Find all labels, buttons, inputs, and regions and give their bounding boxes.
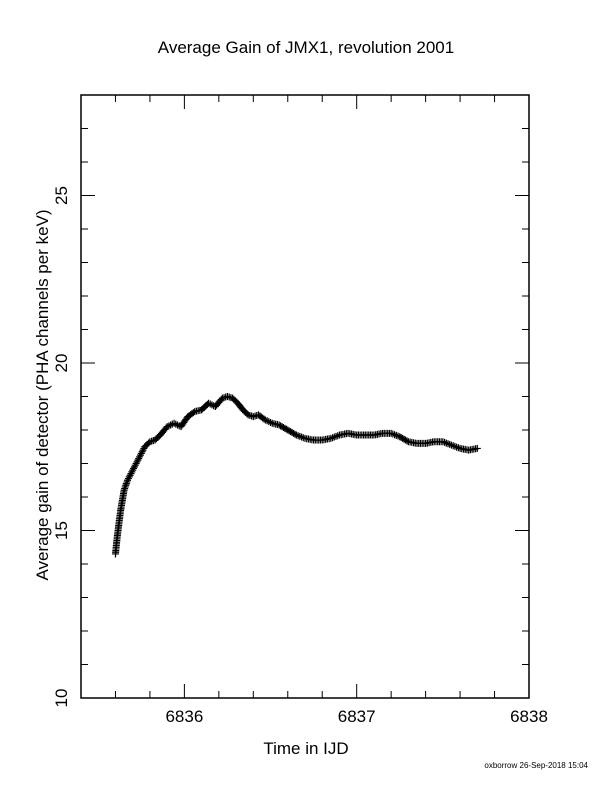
- data-point: [447, 441, 455, 449]
- data-point: [128, 468, 136, 476]
- data-point: [139, 446, 147, 454]
- x-tick-label: 6838: [510, 707, 548, 726]
- data-point: [473, 444, 481, 452]
- footer-credit: oxborrow 26-Sep-2018 15:04: [484, 761, 588, 770]
- data-point: [451, 442, 459, 450]
- data-point: [189, 409, 197, 417]
- x-axis-label: Time in IJD: [263, 739, 348, 758]
- data-point: [291, 430, 299, 438]
- axis-tick-labels: 6836 6837 6838 10 15 20 25: [52, 186, 548, 726]
- data-point: [389, 430, 397, 438]
- data-point: [136, 453, 144, 461]
- data-point: [444, 440, 452, 448]
- y-tick-label: 20: [52, 354, 71, 373]
- data-point: [327, 434, 335, 442]
- data-point: [172, 420, 180, 428]
- data-point: [299, 434, 307, 442]
- data-point: [267, 418, 275, 426]
- data-point: [165, 422, 173, 430]
- data-point: [387, 429, 395, 437]
- data-point: [126, 471, 134, 479]
- y-tick-label: 10: [52, 689, 71, 708]
- data-point: [442, 439, 450, 447]
- data-point: [124, 476, 132, 484]
- data-point: [205, 399, 213, 407]
- plot-frame: [80, 94, 530, 699]
- data-point: [261, 416, 269, 424]
- data-point: [391, 431, 399, 439]
- data-point: [133, 458, 141, 466]
- data-point: [403, 437, 411, 445]
- data-point: [134, 456, 142, 464]
- x-tick-label: 6836: [165, 707, 203, 726]
- data-point: [127, 470, 135, 478]
- data-point: [167, 421, 175, 429]
- data-point: [454, 444, 462, 452]
- data-point: [441, 438, 449, 446]
- x-tick-label: 6837: [338, 707, 376, 726]
- data-point: [298, 433, 306, 441]
- y-tick-label: 15: [52, 521, 71, 540]
- y-axis-label: Average gain of detector (PHA channels p…: [33, 209, 52, 580]
- data-point: [394, 432, 402, 440]
- data-point: [124, 475, 132, 483]
- data-point: [163, 423, 171, 431]
- data-point: [131, 461, 139, 469]
- axis-ticks: [80, 94, 530, 699]
- data-point: [132, 460, 140, 467]
- data-point: [130, 465, 138, 473]
- data-point: [330, 433, 338, 441]
- data-point: [296, 432, 304, 440]
- data-point: [292, 431, 300, 439]
- data-point: [138, 448, 146, 456]
- data-point: [137, 449, 145, 457]
- data-point: [449, 442, 457, 450]
- data-point: [265, 418, 273, 426]
- data-point: [263, 417, 271, 425]
- y-tick-label: 25: [52, 186, 71, 205]
- data-point: [332, 432, 340, 440]
- data-point: [130, 463, 138, 471]
- data-point: [206, 400, 214, 408]
- data-point: [439, 438, 447, 446]
- data-point: [453, 443, 461, 451]
- data-point: [135, 454, 143, 462]
- data-points: [111, 393, 481, 558]
- data-point: [170, 419, 178, 427]
- chart-title: Average Gain of JMX1, revolution 2001: [158, 38, 454, 57]
- data-point: [329, 434, 337, 442]
- data-point: [334, 432, 342, 440]
- data-point: [125, 473, 133, 481]
- data-point: [392, 431, 400, 439]
- data-point: [294, 432, 302, 440]
- data-point: [129, 466, 137, 474]
- data-point: [446, 440, 454, 448]
- data-point: [136, 451, 144, 459]
